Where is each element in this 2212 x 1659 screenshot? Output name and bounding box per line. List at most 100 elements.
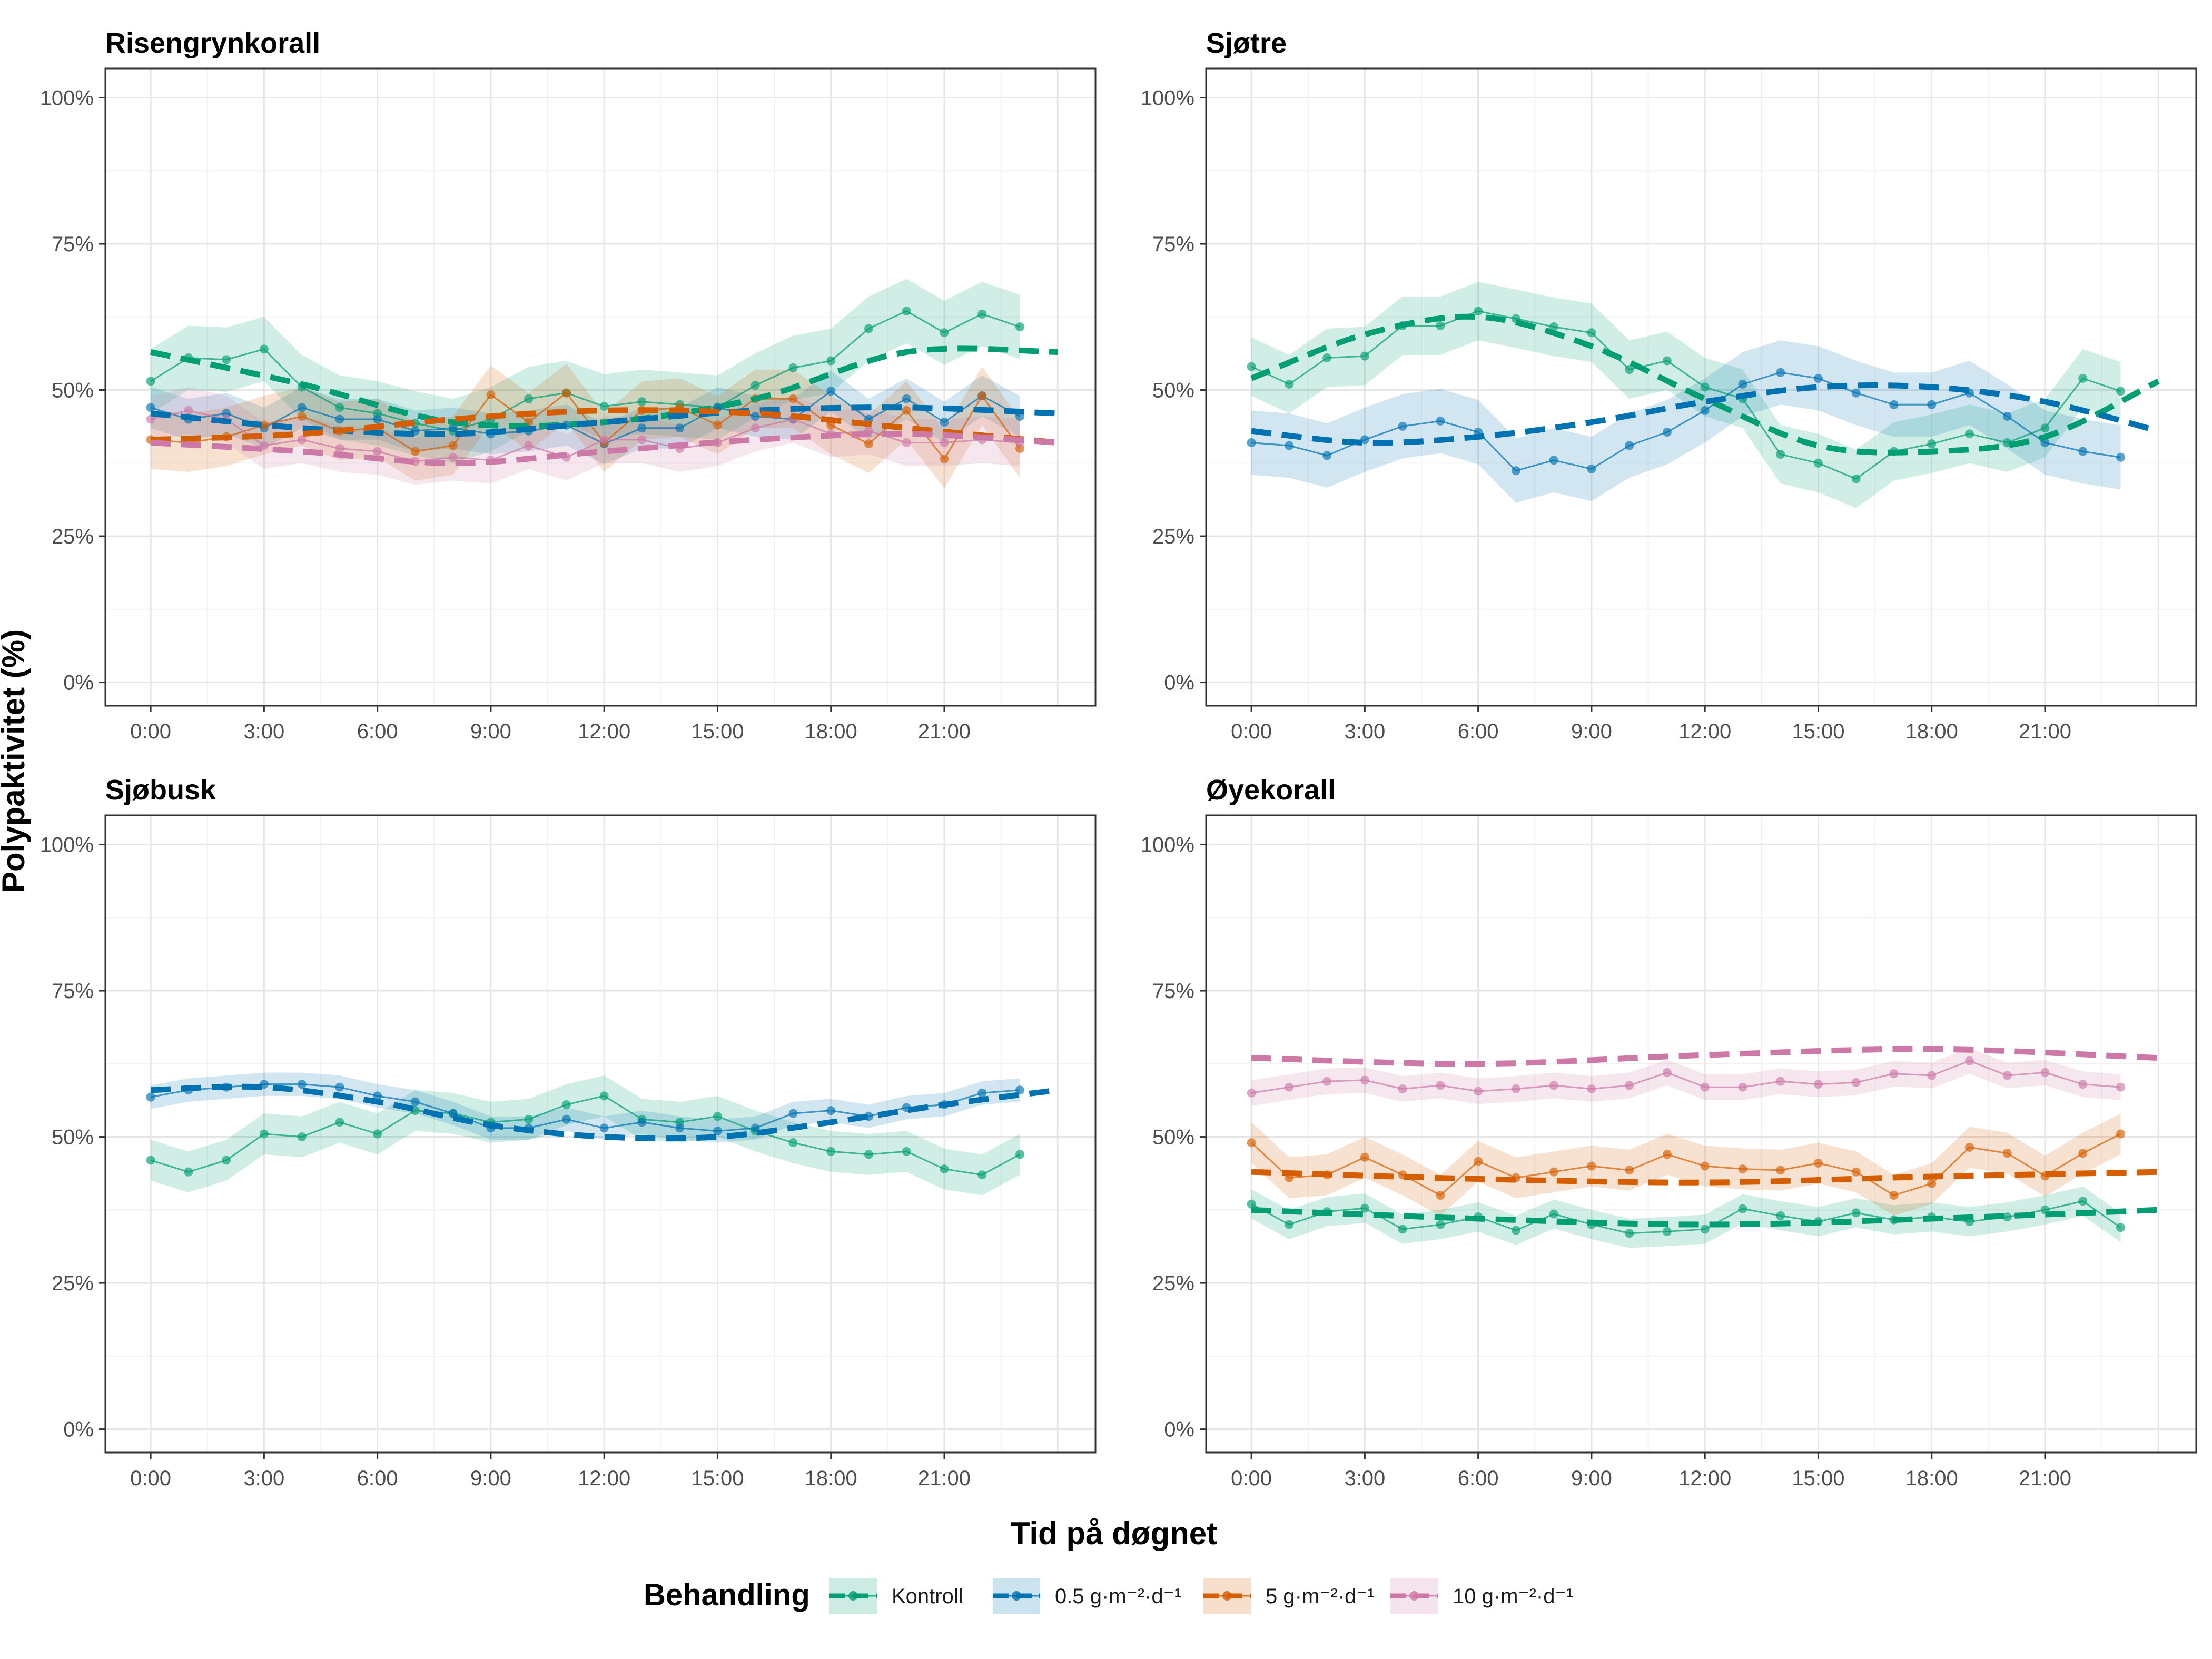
x-tick-label: 3:00: [243, 720, 284, 743]
point-kontroll: [864, 1150, 873, 1159]
point-t5: [940, 455, 949, 464]
panel-border: [104, 67, 1097, 707]
point-t5: [297, 412, 307, 421]
point-kontroll: [2116, 1223, 2125, 1232]
point-t5: [2116, 1129, 2125, 1139]
point-t5: [1436, 1191, 1445, 1200]
point-t5: [713, 420, 722, 430]
point-kontroll: [524, 1114, 534, 1124]
x-tick-label: 6:00: [357, 1467, 398, 1490]
point-kontroll: [750, 381, 760, 390]
point-t10: [335, 444, 344, 453]
y-tick-label: 100%: [1141, 87, 1194, 110]
x-tick-label: 12:00: [578, 1467, 630, 1490]
point-kontroll: [902, 1147, 911, 1156]
x-tick-label: 18:00: [805, 720, 857, 743]
y-tick-label: 0%: [63, 671, 94, 695]
y-tick-label: 75%: [1152, 980, 1194, 1003]
point-t05: [1322, 451, 1332, 460]
point-kontroll: [1511, 1226, 1520, 1235]
legend-label: 0.5 g·m⁻²·d⁻¹: [1055, 1585, 1181, 1608]
x-tick-label: 21:00: [2019, 1467, 2071, 1490]
panel-title: Risengrynkorall: [105, 27, 320, 59]
line-kontroll: [150, 1095, 1021, 1176]
panel-title: Sjøbusk: [105, 774, 216, 806]
point-t5: [1360, 1152, 1369, 1162]
point-t05: [335, 414, 344, 424]
point-t05: [1587, 464, 1596, 473]
point-t10: [1360, 1075, 1369, 1085]
y-tick-label: 25%: [1152, 525, 1194, 548]
point-kontroll: [335, 403, 344, 412]
x-tick-label: 12:00: [1678, 1467, 1731, 1490]
point-kontroll: [1360, 1203, 1369, 1213]
legend-item-kontroll: Kontroll: [829, 1578, 963, 1614]
point-t5: [2002, 1149, 2012, 1158]
line-t10: [150, 409, 1020, 462]
point-t05: [826, 387, 836, 396]
point-kontroll: [146, 377, 155, 386]
point-t5: [1813, 1159, 1823, 1168]
point-t05: [297, 1080, 307, 1089]
y-tick-label: 100%: [40, 87, 94, 110]
ribbon-t5: [1251, 1113, 2121, 1216]
point-t10: [146, 414, 155, 424]
point-kontroll: [1247, 1199, 1256, 1209]
ribbon-t05: [151, 1072, 1020, 1143]
x-tick-label: 3:00: [1344, 720, 1385, 743]
y-tick-label: 100%: [1141, 834, 1194, 857]
point-kontroll: [1015, 1150, 1024, 1159]
y-tick-label: 0%: [1164, 671, 1194, 695]
point-t10: [1436, 1081, 1445, 1090]
point-kontroll: [1738, 1204, 1747, 1213]
y-tick-label: 100%: [40, 834, 94, 857]
point-t10: [1927, 1071, 1937, 1080]
point-kontroll: [788, 1138, 798, 1148]
point-kontroll: [1776, 450, 1785, 459]
point-kontroll: [2078, 373, 2088, 383]
point-t10: [2078, 1080, 2088, 1089]
point-t05: [297, 403, 307, 412]
point-kontroll: [826, 1147, 836, 1156]
line-t05: [1251, 371, 2121, 472]
x-tick-label: 15:00: [691, 720, 744, 743]
point-t05: [410, 1097, 420, 1107]
point-kontroll: [1398, 1224, 1407, 1234]
point-kontroll: [1625, 1229, 1634, 1238]
point-kontroll: [977, 1170, 987, 1180]
x-tick-label: 9:00: [470, 1467, 511, 1490]
point-kontroll: [1247, 362, 1256, 371]
x-tick-label: 18:00: [805, 1467, 857, 1490]
point-t10: [902, 438, 911, 447]
point-t10: [297, 435, 307, 445]
point-kontroll: [599, 1091, 609, 1101]
point-t10: [184, 406, 193, 415]
point-t05: [637, 423, 647, 433]
point-t10: [1662, 1068, 1672, 1077]
point-kontroll: [184, 1167, 193, 1177]
fit-curve-t05: [150, 1083, 1058, 1142]
point-kontroll: [1587, 328, 1596, 338]
panel-title: Øyekorall: [1206, 774, 1336, 806]
point-t10: [750, 423, 760, 433]
point-t05: [373, 1091, 382, 1101]
panel-3: 0% 25% 50% 75% 100% 0:00 3:00 6:00 9:00 12:00 15:0…: [1141, 774, 2197, 1490]
point-t10: [1776, 1077, 1785, 1086]
point-t10: [524, 441, 534, 450]
point-t05: [2116, 452, 2125, 462]
point-t10: [1700, 1082, 1710, 1092]
point-kontroll: [2078, 1197, 2088, 1206]
panel-title: Sjøtre: [1206, 27, 1287, 59]
point-t5: [1889, 1191, 1899, 1200]
point-t05: [1662, 427, 1672, 437]
point-t10: [1398, 1084, 1407, 1094]
point-kontroll: [599, 402, 609, 411]
point-kontroll: [1360, 351, 1369, 361]
y-tick-label: 50%: [1152, 379, 1194, 402]
point-t05: [1285, 441, 1294, 450]
point-kontroll: [1776, 1211, 1785, 1220]
point-t10: [2040, 1068, 2050, 1077]
point-kontroll: [940, 328, 949, 338]
point-t10: [1889, 1069, 1899, 1079]
x-tick-label: 0:00: [1231, 720, 1272, 743]
